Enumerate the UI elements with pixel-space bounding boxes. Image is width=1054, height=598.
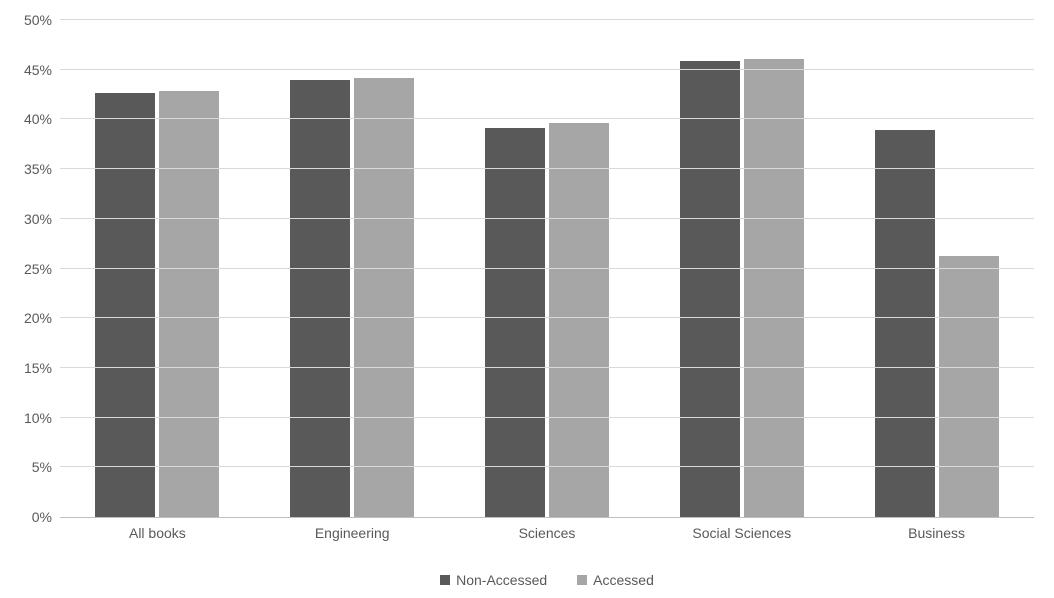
- legend: Non-Accessed Accessed: [60, 572, 1034, 588]
- bar: [485, 128, 545, 517]
- bar-groups: All booksEngineeringSciencesSocial Scien…: [60, 20, 1034, 517]
- legend-label: Non-Accessed: [456, 572, 547, 588]
- legend-item: Non-Accessed: [440, 572, 547, 588]
- y-axis-tick-label: 0%: [32, 509, 52, 525]
- y-axis-tick-label: 35%: [24, 161, 52, 177]
- bar: [290, 80, 350, 517]
- legend-swatch: [440, 575, 450, 585]
- y-axis-tick-label: 25%: [24, 261, 52, 277]
- y-axis-tick-label: 20%: [24, 310, 52, 326]
- bar-group: Business: [839, 20, 1034, 517]
- bar-group: Social Sciences: [644, 20, 839, 517]
- bar: [159, 91, 219, 517]
- y-axis-tick-label: 10%: [24, 410, 52, 426]
- gridline: [60, 168, 1034, 169]
- x-axis-tick-label: Social Sciences: [644, 525, 839, 541]
- x-axis-tick-label: Business: [839, 525, 1034, 541]
- y-axis-tick-label: 30%: [24, 211, 52, 227]
- x-axis-tick-label: Sciences: [450, 525, 645, 541]
- x-axis-tick-label: Engineering: [255, 525, 450, 541]
- bar: [549, 123, 609, 517]
- bar: [939, 256, 999, 517]
- bar: [95, 93, 155, 517]
- y-axis-tick-label: 15%: [24, 360, 52, 376]
- bar: [680, 61, 740, 517]
- gridline: [60, 268, 1034, 269]
- bar: [744, 59, 804, 517]
- gridline: [60, 466, 1034, 467]
- y-axis-tick-label: 5%: [32, 459, 52, 475]
- bar-group: All books: [60, 20, 255, 517]
- gridline: [60, 19, 1034, 20]
- x-axis-tick-label: All books: [60, 525, 255, 541]
- bar: [875, 130, 935, 517]
- chart-container: All booksEngineeringSciencesSocial Scien…: [0, 0, 1054, 598]
- y-axis-tick-label: 40%: [24, 111, 52, 127]
- y-axis-tick-label: 50%: [24, 12, 52, 28]
- gridline: [60, 367, 1034, 368]
- gridline: [60, 317, 1034, 318]
- bar-group: Sciences: [450, 20, 645, 517]
- gridline: [60, 218, 1034, 219]
- gridline: [60, 118, 1034, 119]
- gridline: [60, 69, 1034, 70]
- legend-item: Accessed: [577, 572, 654, 588]
- plot-area: All booksEngineeringSciencesSocial Scien…: [60, 20, 1034, 518]
- bar-group: Engineering: [255, 20, 450, 517]
- gridline: [60, 417, 1034, 418]
- legend-label: Accessed: [593, 572, 654, 588]
- y-axis-tick-label: 45%: [24, 62, 52, 78]
- bar: [354, 78, 414, 517]
- legend-swatch: [577, 575, 587, 585]
